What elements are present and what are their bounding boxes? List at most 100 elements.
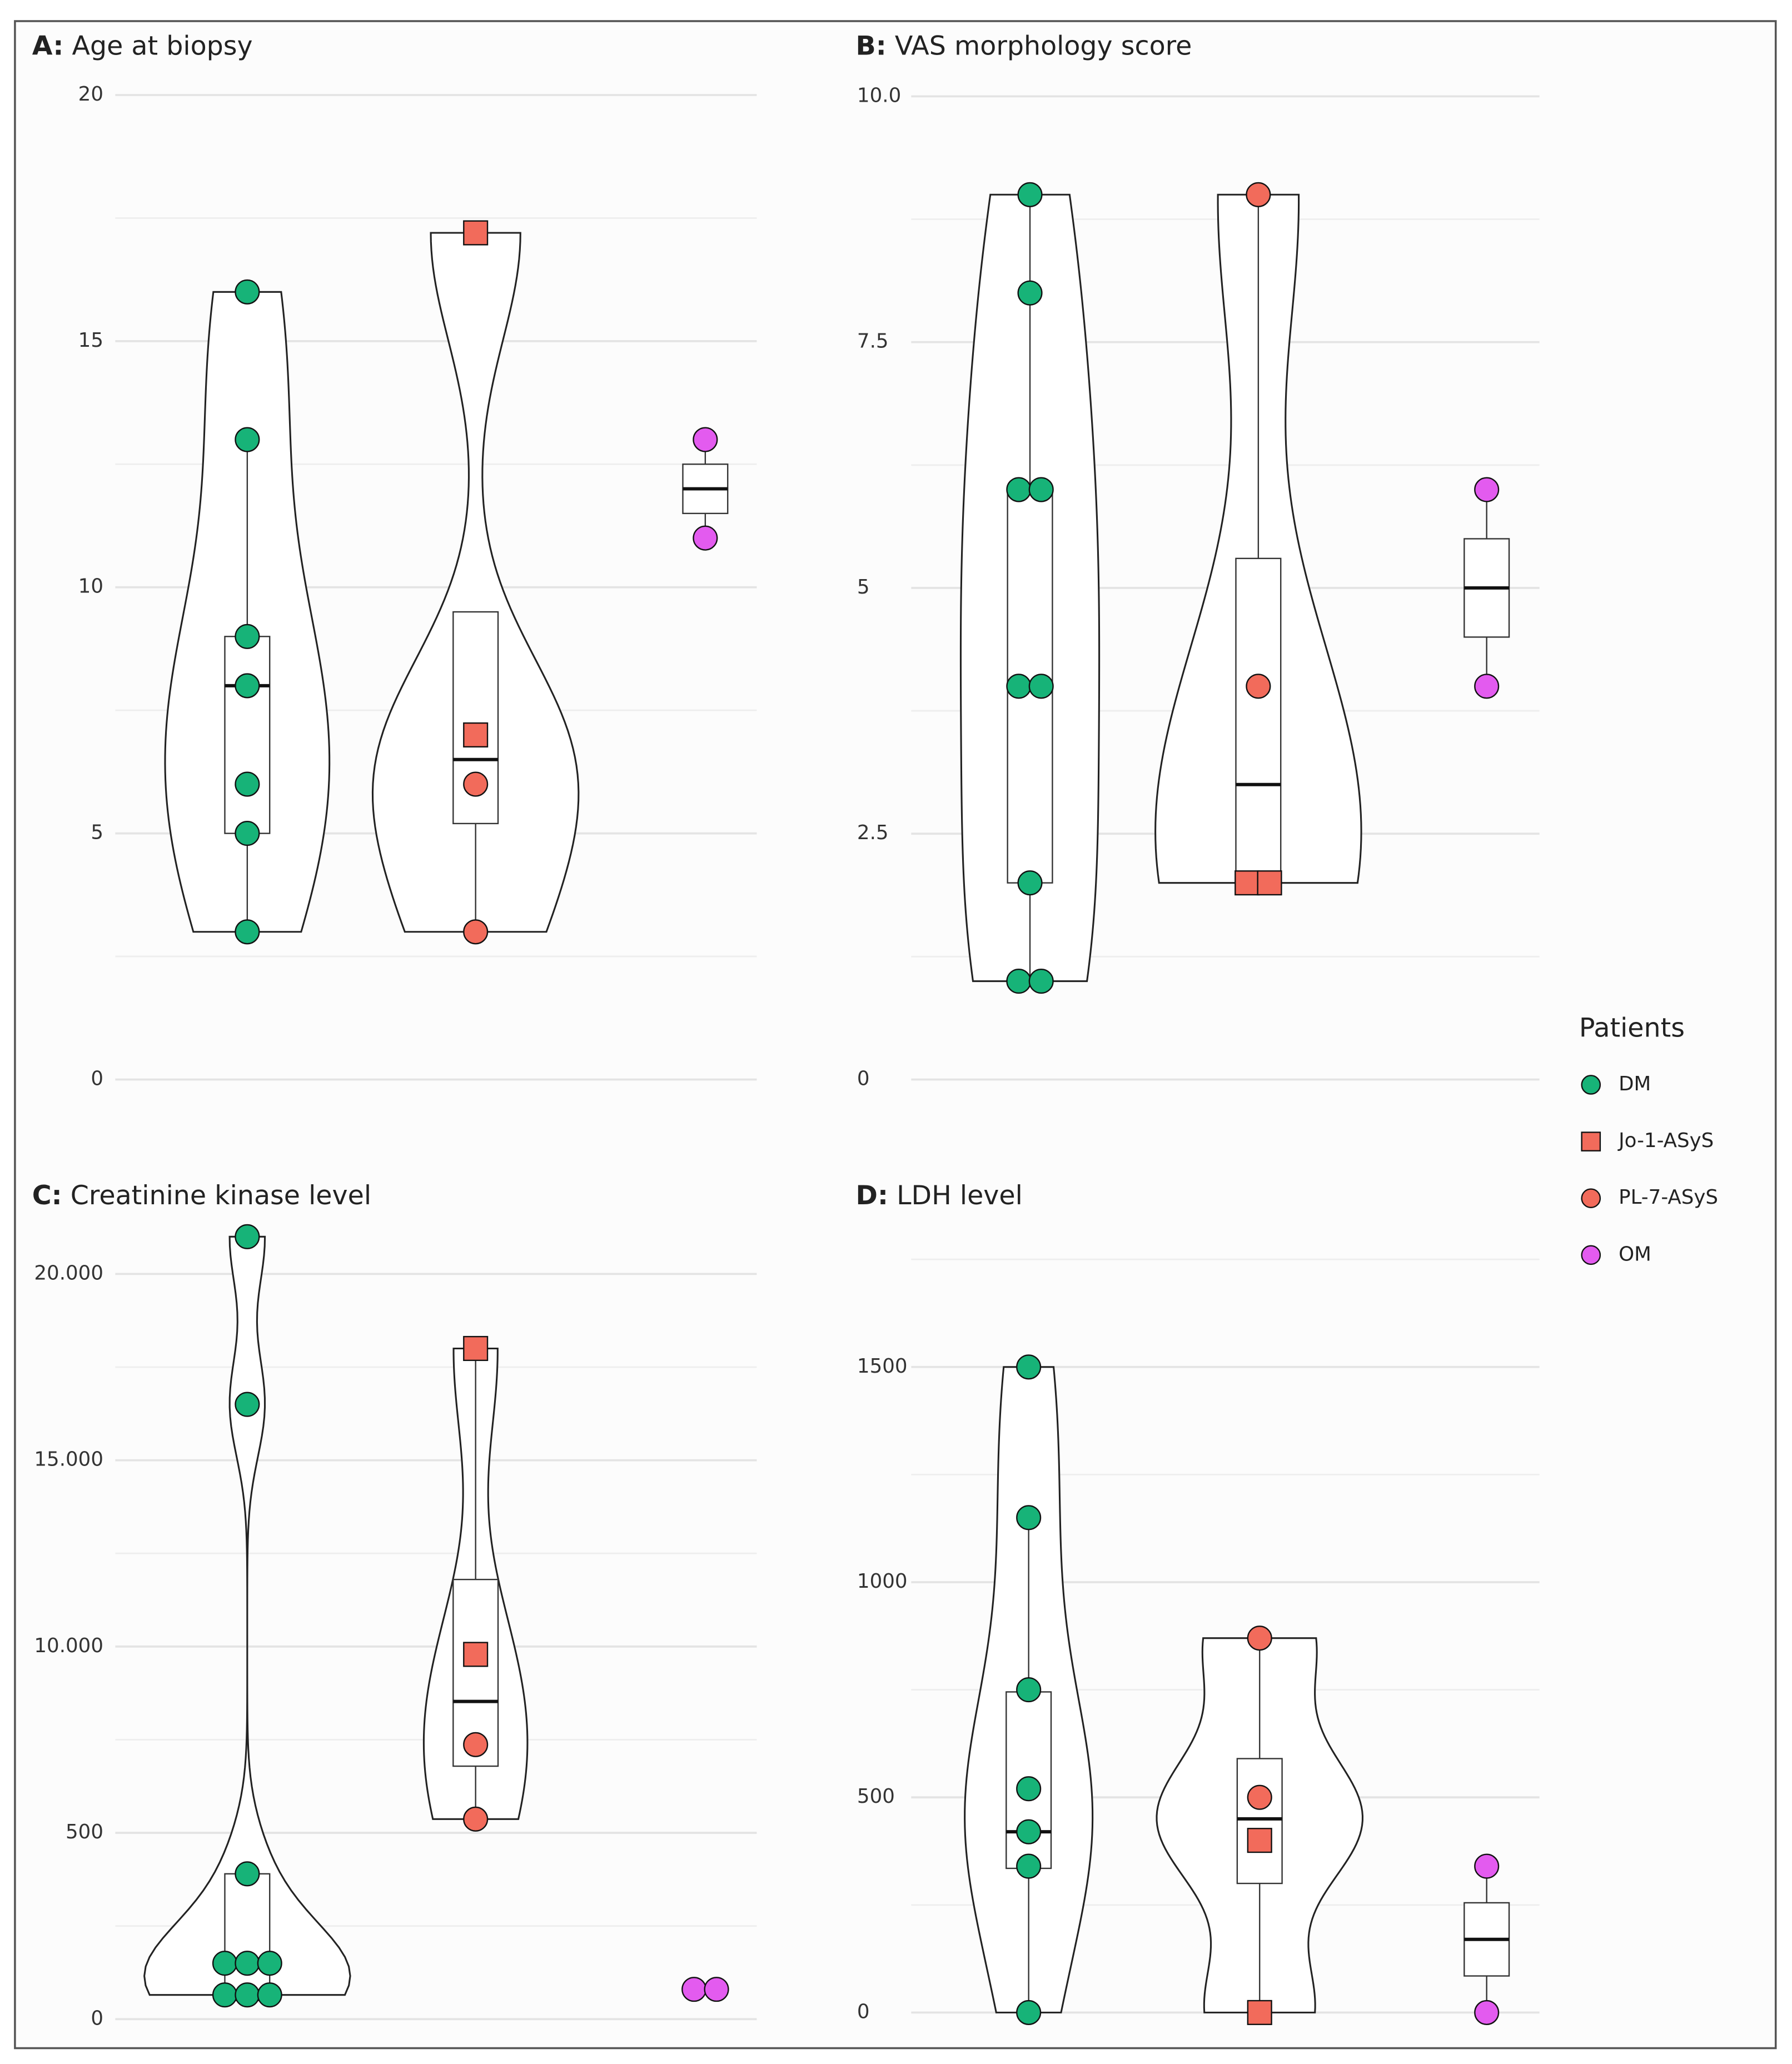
- legend-marker: [1581, 1188, 1601, 1209]
- panel-title: B: VAS morphology score: [856, 31, 1192, 61]
- data-point: [235, 1982, 260, 2008]
- panel-label: A:: [32, 31, 64, 61]
- panel-title: D: LDH level: [856, 1180, 1023, 1211]
- panel-title: C: Creatinine kinase level: [32, 1180, 371, 1211]
- y-tick-label: 7.5: [857, 330, 889, 353]
- panel-title-text: LDH level: [897, 1180, 1023, 1211]
- y-tick-label: 10.000: [34, 1634, 103, 1657]
- data-point: [1247, 1626, 1272, 1651]
- panel-label: C:: [32, 1180, 62, 1211]
- y-tick-label: 20.000: [34, 1262, 103, 1284]
- data-point: [235, 821, 260, 846]
- data-point: [212, 1982, 238, 2008]
- data-point: [1006, 477, 1032, 502]
- y-tick-label: 500: [66, 1821, 103, 1843]
- data-point: [463, 722, 489, 748]
- data-point: [463, 919, 489, 945]
- y-tick-label: 10: [78, 575, 103, 598]
- panel-label: B:: [856, 31, 887, 61]
- data-point: [235, 1224, 260, 1249]
- data-point: [235, 1951, 260, 1976]
- y-tick-label: 0: [857, 2000, 870, 2023]
- data-point: [235, 673, 260, 699]
- data-point: [235, 1861, 260, 1887]
- violin: [371, 232, 580, 933]
- data-point: [463, 1642, 489, 1667]
- y-tick-label: 15.000: [34, 1448, 103, 1471]
- data-point: [1235, 870, 1260, 896]
- legend-marker: [1581, 1131, 1601, 1151]
- data-point: [1028, 477, 1054, 502]
- data-point: [1016, 1354, 1042, 1380]
- panel-title-text: Creatinine kinase level: [71, 1180, 371, 1211]
- box: [224, 1873, 271, 2001]
- data-point: [693, 427, 718, 452]
- data-point: [1028, 969, 1054, 994]
- y-tick-label: 15: [78, 329, 103, 352]
- data-point: [693, 525, 718, 551]
- panel-title-text: Age at biopsy: [72, 31, 253, 61]
- y-tick-label: 1000: [857, 1570, 908, 1593]
- legend-label: Jo-1-ASyS: [1617, 1129, 1714, 1152]
- data-point: [235, 279, 260, 305]
- legend-marker: [1581, 1075, 1601, 1095]
- data-point: [463, 1732, 489, 1757]
- data-point: [1028, 674, 1054, 699]
- data-point: [1016, 1776, 1042, 1802]
- data-point: [257, 1982, 282, 2008]
- y-tick-label: 5: [91, 821, 103, 844]
- data-point: [1474, 2000, 1500, 2025]
- data-point: [1017, 280, 1043, 306]
- data-point: [1016, 2000, 1042, 2025]
- data-point: [212, 1951, 238, 1976]
- data-point: [1247, 1784, 1272, 1810]
- panel-label: D:: [856, 1180, 888, 1211]
- box: [1236, 1758, 1283, 1884]
- data-point: [463, 220, 489, 246]
- box: [224, 636, 271, 834]
- data-point: [1016, 1677, 1042, 1703]
- panel-title-text: VAS morphology score: [895, 31, 1192, 61]
- legend-marker: [1581, 1245, 1601, 1265]
- data-point: [1017, 182, 1043, 207]
- data-point: [235, 1392, 260, 1417]
- data-point: [463, 771, 489, 797]
- y-tick-label: 0: [91, 2007, 103, 2030]
- legend-title: Patients: [1579, 1013, 1685, 1043]
- y-tick-label: 2.5: [857, 821, 889, 844]
- data-point: [235, 771, 260, 797]
- data-point: [235, 624, 260, 649]
- data-point: [1246, 182, 1271, 207]
- y-tick-label: 500: [857, 1785, 895, 1808]
- y-tick-label: 20: [78, 83, 103, 106]
- data-point: [704, 1977, 729, 2002]
- data-point: [463, 1806, 489, 1832]
- data-point: [1016, 1819, 1042, 1844]
- data-point: [463, 1335, 489, 1362]
- data-point: [1247, 2000, 1272, 2025]
- legend-label: PL-7-ASyS: [1619, 1186, 1718, 1209]
- data-point: [1246, 674, 1271, 699]
- frame: [14, 20, 1777, 2050]
- data-point: [1016, 1853, 1042, 1879]
- y-tick-label: 0: [91, 1067, 103, 1090]
- data-point: [681, 1977, 707, 2002]
- violin: [143, 1235, 351, 1996]
- y-tick-label: 0: [857, 1067, 870, 1090]
- data-point: [1257, 870, 1282, 896]
- y-tick-label: 5: [857, 576, 870, 599]
- y-tick-label: 10.0: [857, 84, 901, 107]
- data-point: [235, 427, 260, 452]
- data-point: [1016, 1505, 1042, 1530]
- data-point: [1474, 674, 1500, 699]
- data-point: [257, 1951, 282, 1976]
- data-point: [235, 919, 260, 945]
- panel-title: A: Age at biopsy: [32, 31, 253, 61]
- box: [1235, 557, 1282, 884]
- data-point: [1247, 1828, 1272, 1853]
- legend-label: OM: [1619, 1243, 1651, 1265]
- legend-label: DM: [1619, 1073, 1651, 1095]
- data-point: [1474, 1853, 1500, 1879]
- data-point: [1474, 477, 1500, 502]
